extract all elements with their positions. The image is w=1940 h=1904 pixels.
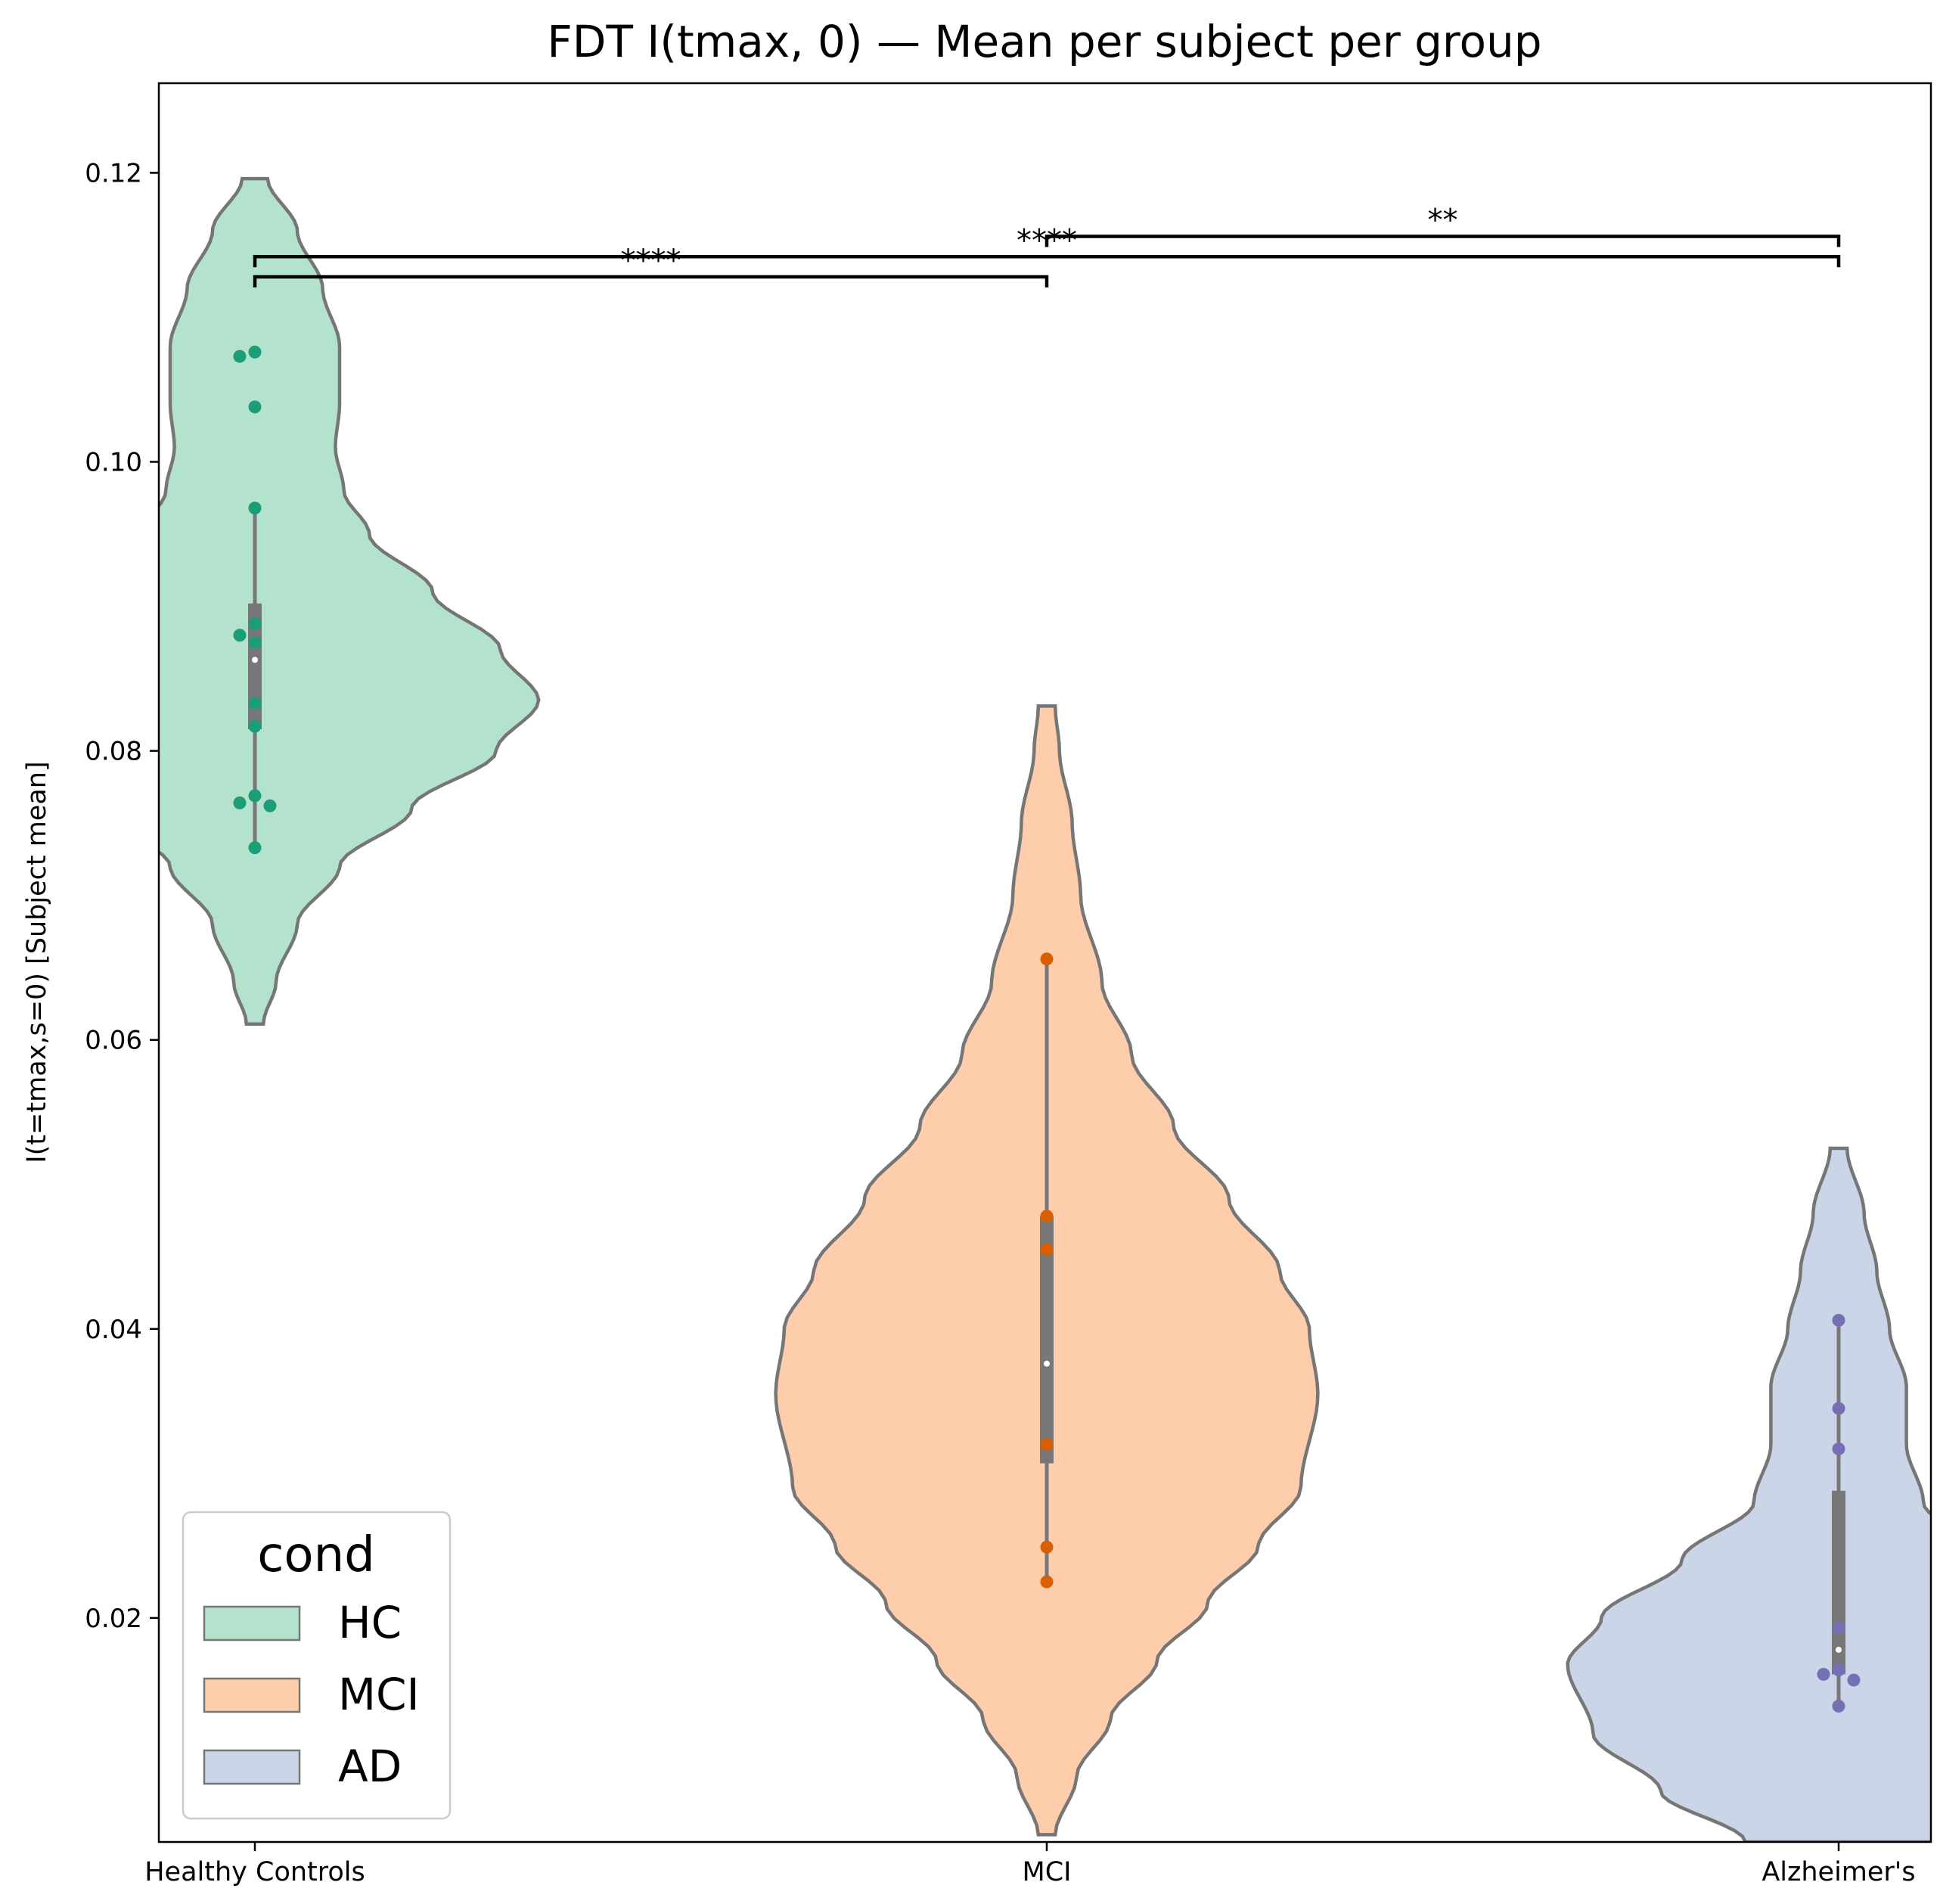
chart-title: FDT I(tmax, 0) — Mean per subject per gr… — [547, 16, 1541, 67]
iqr-box-mci — [1040, 1216, 1054, 1464]
median-ad — [1836, 1646, 1842, 1653]
data-point-ad — [1832, 1402, 1845, 1415]
data-point-mci — [1040, 1438, 1054, 1452]
legend-swatch-mci — [203, 1677, 301, 1713]
data-point-mci — [1040, 1540, 1054, 1554]
data-point-hc — [248, 502, 262, 515]
data-point-hc — [248, 841, 262, 855]
significance-bracket — [253, 275, 1049, 287]
legend-swatch-hc — [203, 1605, 301, 1642]
significance-label: **** — [621, 244, 681, 278]
data-point-ad — [1832, 1663, 1845, 1677]
legend-box — [182, 1511, 452, 1820]
y-tick-label: 0.12 — [85, 158, 142, 188]
median-mci — [1044, 1360, 1050, 1367]
data-point-hc — [248, 345, 262, 359]
legend-swatch-ad — [203, 1749, 301, 1785]
plot-frame — [157, 82, 1932, 1843]
x-axis: Healthy Controls MCI Alzheimer's — [144, 1842, 1916, 1887]
legend-label-hc: HC — [338, 1597, 402, 1648]
significance-annotations: ********** — [253, 203, 1841, 287]
significance-bracket — [253, 255, 1841, 268]
violin-hc — [159, 176, 541, 1026]
y-tick-label: 0.06 — [85, 1026, 142, 1056]
data-point-hc — [248, 697, 262, 710]
data-point-hc — [263, 799, 277, 812]
legend-label-ad: AD — [338, 1741, 402, 1792]
y-tick-label: 0.02 — [85, 1604, 142, 1634]
legend-title: cond — [257, 1527, 375, 1583]
data-point-ad — [1832, 1442, 1845, 1455]
legend-label-mci: MCI — [338, 1669, 420, 1720]
y-axis-label: I(t=tmax,s=0) [Subject mean] — [22, 761, 52, 1163]
data-point-hc — [233, 796, 247, 809]
y-tick-label: 0.10 — [85, 448, 142, 478]
data-point-hc — [248, 400, 262, 414]
median-hc — [252, 657, 258, 663]
legend-entries: HC MCI AD — [203, 1597, 420, 1792]
data-point-hc — [233, 629, 247, 642]
data-point-ad — [1832, 1313, 1845, 1327]
data-point-ad — [1832, 1699, 1845, 1713]
significance-label: ** — [1428, 203, 1458, 238]
y-tick-label: 0.04 — [85, 1315, 142, 1345]
significance-bracket — [1044, 235, 1841, 247]
violin-ad — [1566, 1146, 1931, 1842]
x-tick-label: MCI — [1023, 1857, 1072, 1887]
y-tick-label: 0.08 — [85, 737, 142, 767]
data-point-hc — [248, 635, 262, 649]
legend: cond HC MCI AD — [182, 1511, 452, 1820]
data-point-hc — [248, 617, 262, 631]
data-point-hc — [248, 719, 262, 733]
y-axis: 0.02 0.04 0.06 0.08 0.10 0.12 — [85, 158, 159, 1634]
data-point-hc — [233, 349, 247, 363]
data-point-mci — [1040, 1243, 1054, 1256]
data-point-mci — [1040, 1575, 1054, 1589]
data-point-ad — [1832, 1621, 1845, 1635]
x-tick-label: Alzheimer's — [1762, 1857, 1915, 1887]
data-point-mci — [1040, 1210, 1054, 1223]
x-tick-label: Healthy Controls — [144, 1857, 365, 1887]
data-point-ad — [1817, 1667, 1830, 1681]
data-point-hc — [248, 789, 262, 803]
plot-body — [159, 176, 1931, 1842]
data-point-mci — [1040, 952, 1054, 966]
data-point-ad — [1847, 1673, 1861, 1687]
